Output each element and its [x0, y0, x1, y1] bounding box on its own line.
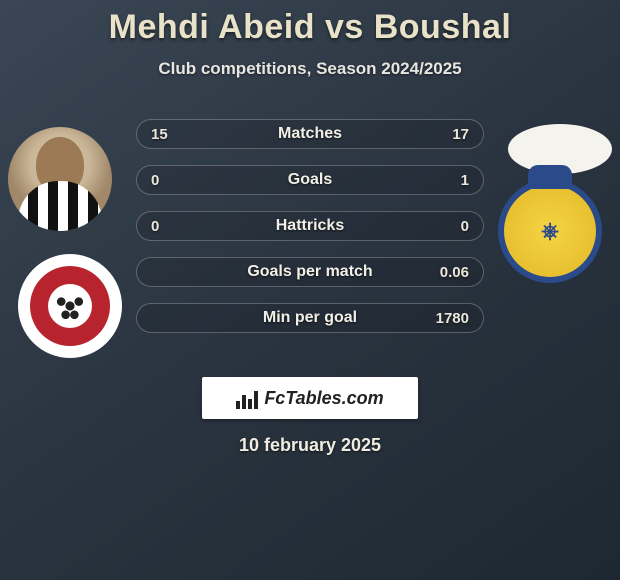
stat-right-value: 0 — [429, 218, 469, 235]
stat-label: Min per goal — [191, 309, 429, 327]
stat-label: Matches — [191, 125, 429, 143]
subtitle: Club competitions, Season 2024/2025 — [0, 59, 620, 79]
brand-box: FcTables.com — [202, 377, 418, 419]
player2-club-badge: ⎈ — [498, 179, 602, 283]
title: Mehdi Abeid vs Boushal — [0, 8, 620, 47]
stat-right-value: 1 — [429, 172, 469, 189]
stat-rows: 15 Matches 17 0 Goals 1 0 Hattricks 0 Go… — [136, 119, 484, 349]
brand-text: FcTables.com — [264, 388, 383, 409]
stat-label: Hattricks — [191, 217, 429, 235]
stat-row-goals-per-match: Goals per match 0.06 — [136, 257, 484, 287]
stat-right-value: 0.06 — [429, 264, 469, 281]
chart-bars-icon — [236, 387, 258, 409]
stat-row-min-per-goal: Min per goal 1780 — [136, 303, 484, 333]
player1-name: Mehdi Abeid — [109, 8, 315, 46]
stat-left-value: 15 — [151, 126, 191, 143]
player1-avatar — [8, 127, 112, 231]
stat-row-hattricks: 0 Hattricks 0 — [136, 211, 484, 241]
club-badge-icon: ⎈ — [541, 218, 559, 244]
stat-left-value: 0 — [151, 172, 191, 189]
stat-row-goals: 0 Goals 1 — [136, 165, 484, 195]
stat-right-value: 1780 — [429, 310, 469, 327]
player2-name: Boushal — [374, 8, 512, 46]
stat-label: Goals — [191, 171, 429, 189]
stat-left-value: 0 — [151, 218, 191, 235]
infographic-container: Mehdi Abeid vs Boushal Club competitions… — [0, 0, 620, 456]
stat-right-value: 17 — [429, 126, 469, 143]
stat-row-matches: 15 Matches 17 — [136, 119, 484, 149]
vs-text: vs — [325, 8, 364, 46]
stats-area: ⎈ 15 Matches 17 0 Goals 1 0 Hattricks 0 … — [0, 109, 620, 369]
date-text: 10 february 2025 — [0, 435, 620, 456]
club-badge-icon — [30, 266, 110, 346]
stat-label: Goals per match — [191, 263, 429, 281]
player1-club-badge — [18, 254, 122, 358]
